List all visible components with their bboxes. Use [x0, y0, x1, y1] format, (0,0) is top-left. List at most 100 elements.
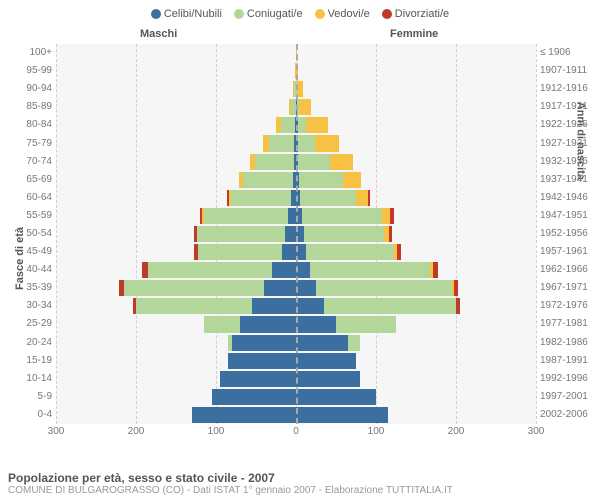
birth-year-label: 1942-1946 [540, 192, 596, 203]
bar-segment-male-cel [192, 407, 296, 423]
birth-year-label: 1937-1941 [540, 174, 596, 185]
age-label: 85-89 [4, 101, 52, 112]
bar-segment-female-con [300, 190, 356, 206]
bar-segment-female-con [298, 135, 316, 151]
birth-year-label: ≤ 1906 [540, 47, 596, 58]
bar-segment-male-div [142, 262, 148, 278]
bar-segment-male-div [227, 190, 229, 206]
age-label: 55-59 [4, 210, 52, 221]
age-label: 10-14 [4, 373, 52, 384]
female-label: Femmine [390, 28, 438, 40]
bar-segment-male-div [133, 298, 136, 314]
age-label: 45-49 [4, 246, 52, 257]
bar-segment-female-con [348, 335, 360, 351]
age-label: 15-19 [4, 355, 52, 366]
x-tick-label: 300 [41, 426, 71, 437]
bar-segment-male-div [119, 280, 124, 296]
bar-segment-female-cel [296, 262, 310, 278]
birth-year-label: 1992-1996 [540, 373, 596, 384]
legend-swatch [315, 9, 325, 19]
age-label: 20-24 [4, 337, 52, 348]
bar-segment-female-con [324, 298, 456, 314]
legend-item: Celibi/Nubili [151, 8, 222, 20]
bar-segment-male-con [231, 190, 291, 206]
bar-segment-male-ved [293, 81, 295, 97]
age-label: 70-74 [4, 156, 52, 167]
bar-segment-male-ved [229, 190, 231, 206]
bar-segment-female-con [310, 262, 430, 278]
legend: Celibi/NubiliConiugati/eVedovi/eDivorzia… [0, 8, 600, 20]
bar-segment-male-con [198, 244, 282, 260]
bar-segment-female-cel [296, 353, 356, 369]
bar-segment-female-con [298, 154, 330, 170]
age-label: 30-34 [4, 300, 52, 311]
x-tick-label: 300 [521, 426, 551, 437]
chart-title: Popolazione per età, sesso e stato civil… [8, 471, 592, 485]
birth-year-label: 1952-1956 [540, 228, 596, 239]
birth-year-label: 1927-1931 [540, 138, 596, 149]
bar-segment-female-cel [296, 316, 336, 332]
age-label: 0-4 [4, 409, 52, 420]
birth-year-label: 2002-2006 [540, 409, 596, 420]
gridline [536, 44, 537, 424]
bar-segment-male-ved [239, 172, 243, 188]
age-label: 75-79 [4, 138, 52, 149]
birth-year-label: 1912-1916 [540, 83, 596, 94]
legend-swatch [151, 9, 161, 19]
birth-year-label: 1977-1981 [540, 318, 596, 329]
bar-segment-male-con [204, 316, 240, 332]
bar-segment-male-ved [289, 99, 291, 115]
birth-year-label: 1982-1986 [540, 337, 596, 348]
bar-segment-male-cel [252, 298, 296, 314]
bar-segment-male-con [148, 262, 272, 278]
bar-segment-male-cel [285, 226, 296, 242]
center-line [296, 44, 298, 424]
age-label: 80-84 [4, 119, 52, 130]
bar-segment-male-cel [220, 371, 296, 387]
x-tick-label: 100 [361, 426, 391, 437]
chart-subtitle: COMUNE DI BULGAROGRASSO (CO) - Dati ISTA… [8, 485, 592, 496]
bar-segment-female-cel [296, 280, 316, 296]
age-label: 95-99 [4, 65, 52, 76]
bar-segment-female-con [316, 280, 452, 296]
bar-segment-female-div [433, 262, 439, 278]
birth-year-label: 1967-1971 [540, 282, 596, 293]
bar-segment-female-ved [356, 190, 368, 206]
bar-segment-male-cel [282, 244, 296, 260]
bar-segment-female-cel [296, 407, 388, 423]
bar-segment-female-ved [306, 117, 328, 133]
bar-segment-male-cel [272, 262, 296, 278]
legend-swatch [382, 9, 392, 19]
x-tick-label: 100 [201, 426, 231, 437]
legend-item: Coniugati/e [234, 8, 303, 20]
bar-segment-female-div [389, 226, 392, 242]
bar-segment-female-cel [296, 298, 324, 314]
birth-year-label: 1922-1926 [540, 119, 596, 130]
bar-segment-male-div [194, 226, 197, 242]
bar-segment-male-ved [202, 208, 204, 224]
bar-segment-male-con [269, 135, 295, 151]
bar-segment-male-div [200, 208, 202, 224]
legend-swatch [234, 9, 244, 19]
bar-segment-male-div [194, 244, 197, 260]
age-label: 90-94 [4, 83, 52, 94]
bar-segment-female-div [454, 280, 459, 296]
age-label: 50-54 [4, 228, 52, 239]
bar-segment-female-div [456, 298, 460, 314]
footer: Popolazione per età, sesso e stato civil… [8, 471, 592, 496]
birth-year-label: 1987-1991 [540, 355, 596, 366]
population-pyramid-chart: Celibi/NubiliConiugati/eVedovi/eDivorzia… [0, 0, 600, 500]
age-label: 25-29 [4, 318, 52, 329]
bar-segment-female-ved [343, 172, 361, 188]
birth-year-label: 1962-1966 [540, 264, 596, 275]
bar-segment-male-ved [263, 135, 269, 151]
bar-segment-male-cel [288, 208, 296, 224]
age-label: 40-44 [4, 264, 52, 275]
birth-year-label: 1947-1951 [540, 210, 596, 221]
bar-segment-female-div [390, 208, 393, 224]
age-label: 60-64 [4, 192, 52, 203]
bar-segment-male-con [124, 280, 264, 296]
birth-year-label: 1997-2001 [540, 391, 596, 402]
age-label: 65-69 [4, 174, 52, 185]
bar-segment-male-cel [212, 389, 296, 405]
